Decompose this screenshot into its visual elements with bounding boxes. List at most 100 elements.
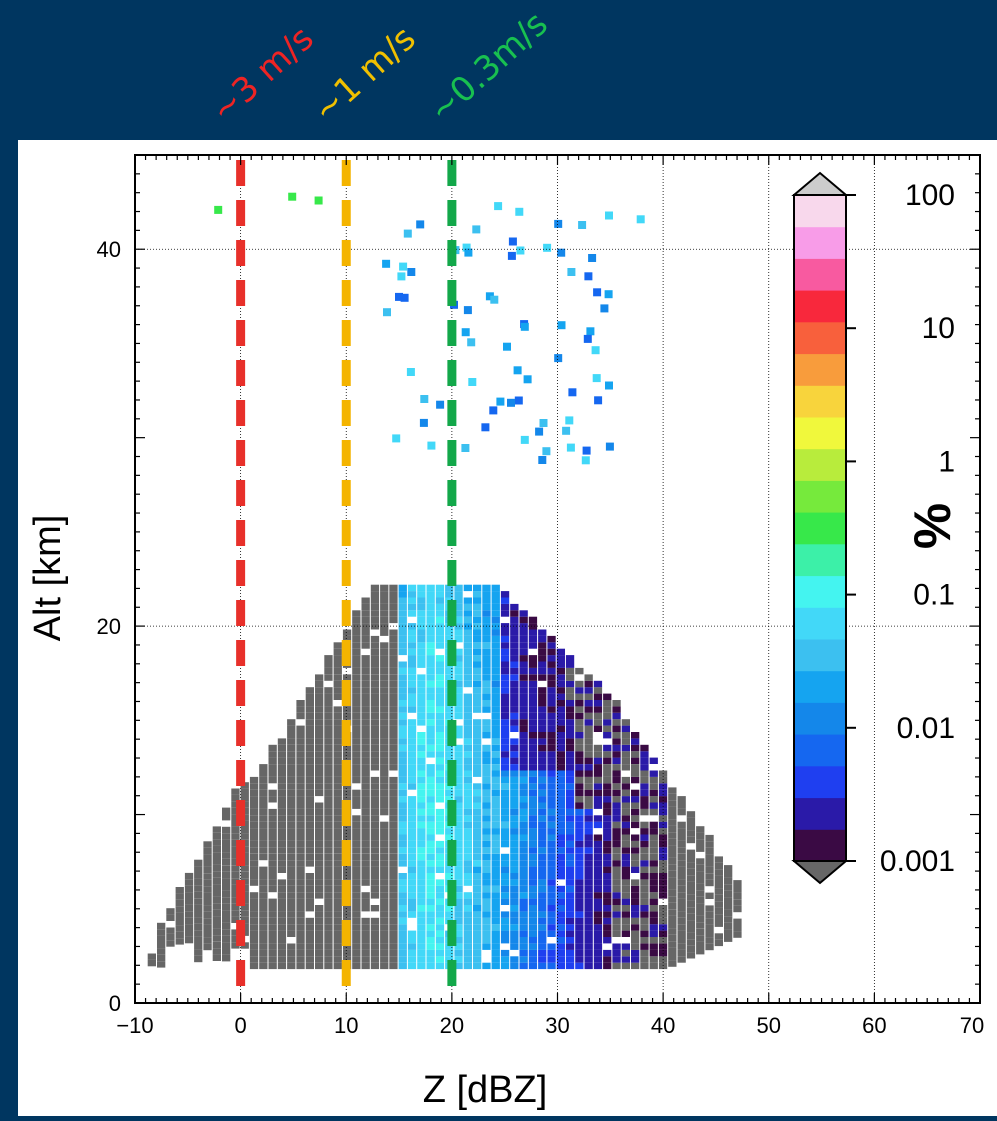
heatmap-cell [519,949,528,957]
heatmap-cell [581,456,590,465]
heatmap-cell [668,954,677,961]
heatmap-cell [389,642,398,649]
heatmap-cell [547,905,556,912]
heatmap-cell [612,840,621,848]
heatmap-cell [407,584,417,592]
heatmap-cell [528,635,538,643]
heatmap-cell [454,680,463,688]
heatmap-cell [586,327,595,336]
heatmap-cell [435,732,445,739]
heatmap-cell [636,215,645,224]
heatmap-cell [361,789,370,797]
heatmap-cell [296,847,305,854]
heatmap-cell [677,898,686,905]
heatmap-cell [612,956,621,963]
heatmap-cell [398,706,407,713]
heatmap-cell [588,254,597,262]
heatmap-cell [463,744,472,752]
heatmap-cell [398,783,407,790]
heatmap-cell [203,873,212,880]
heatmap-cell [491,584,500,592]
heatmap-cell [714,888,723,895]
heatmap-cell [380,712,389,720]
heatmap-cell [528,860,538,867]
heatmap-cell [380,911,389,918]
heatmap-cell [510,751,519,758]
heatmap-cell [640,930,649,937]
heatmap-cell [584,892,593,899]
heatmap-cell [389,655,398,662]
heatmap-cell [631,962,640,970]
heatmap-cell [547,757,556,764]
heatmap-cell [435,616,445,624]
heatmap-cell [510,962,519,970]
heatmap-cell [203,937,212,944]
heatmap-cell [593,962,603,970]
heatmap-cell [668,870,677,878]
heatmap-cell [287,949,296,957]
heatmap-cell [482,898,491,905]
heatmap-cell [324,847,333,854]
heatmap-cell [528,949,538,957]
heatmap-cell [491,597,500,604]
heatmap-cell [640,949,649,957]
heatmap-cell [417,616,426,624]
heatmap-cell [519,629,528,636]
heatmap-cell [463,821,472,829]
heatmap-cell [649,757,658,764]
heatmap-cell [426,815,435,822]
heatmap-cell [538,667,547,675]
heatmap-cell [324,719,333,726]
heatmap-cell [407,751,417,758]
heatmap-cell [342,956,352,963]
heatmap-cell [482,680,491,688]
heatmap-cell [473,674,482,681]
heatmap-cell [389,815,398,822]
heatmap-cell [417,751,426,758]
heatmap-cell [519,693,528,700]
heatmap-cell [714,862,723,870]
heatmap-cell [566,443,575,452]
heatmap-cell [714,882,723,889]
heatmap-cell [417,642,426,649]
heatmap-cell [510,661,519,668]
heatmap-cell [361,616,370,624]
heatmap-cell [296,802,305,809]
heatmap-cell [584,796,593,803]
heatmap-cell [482,821,491,829]
heatmap-cell [342,866,352,873]
heatmap-cell [268,789,277,797]
heatmap-cell [407,706,417,713]
heatmap-cell [473,917,482,925]
heatmap-cell [556,962,565,970]
heatmap-cell [538,789,547,797]
heatmap-cell [417,898,426,905]
heatmap-cell [508,237,517,246]
heatmap-cell [714,894,723,902]
heatmap-cell [222,922,231,930]
heatmap-cell [593,917,603,925]
heatmap-cell [491,732,500,739]
heatmap-cell [249,892,259,899]
heatmap-cell [482,616,491,624]
heatmap-cell [212,922,221,929]
heatmap-cell [305,744,314,752]
heatmap-cell [575,706,584,713]
heatmap-cell [305,706,314,713]
heatmap-cell [621,725,630,732]
heatmap-cell [556,789,565,797]
heatmap-cell [370,847,380,854]
heatmap-cell [668,857,677,865]
heatmap-cell [482,744,491,752]
heatmap-cell [352,828,361,835]
heatmap-cell [724,909,733,917]
heatmap-cell [473,911,482,918]
heatmap-cell [305,840,314,848]
heatmap-cell [305,860,314,867]
heatmap-cell [491,834,500,841]
heatmap-cell [352,738,361,745]
heatmap-cell [510,860,519,867]
colorbar-segment [794,734,846,767]
colorbar-segment [794,195,846,228]
heatmap-cell [315,744,324,752]
